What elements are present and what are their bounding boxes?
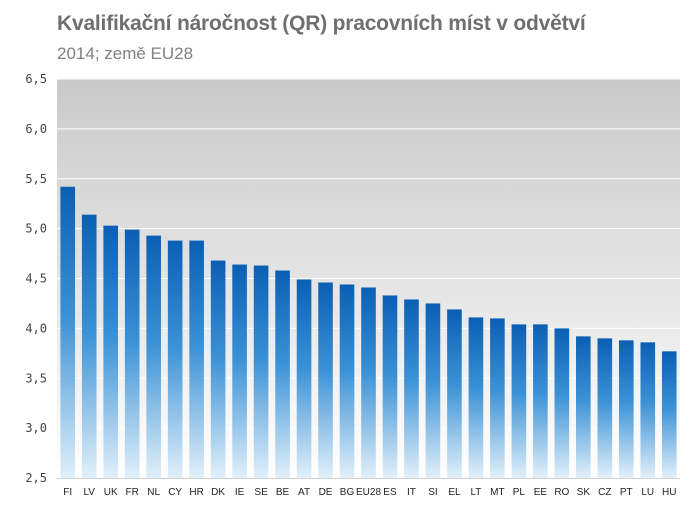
bar-ee xyxy=(533,324,548,478)
x-tick-label: AT xyxy=(298,487,310,498)
bar-hu xyxy=(661,351,677,478)
x-tick-label: HU xyxy=(662,487,676,498)
x-tick-label: CZ xyxy=(598,487,611,498)
y-tick-label: 6,5 xyxy=(25,72,47,86)
x-tick-label: BE xyxy=(276,487,290,498)
x-tick-label: IT xyxy=(407,487,416,498)
y-tick-label: 6,0 xyxy=(25,122,47,136)
bar-fi xyxy=(60,186,76,479)
x-tick-label: RO xyxy=(554,487,569,498)
y-tick-label: 5,0 xyxy=(25,222,47,236)
bar-se xyxy=(253,265,269,478)
bar-lv xyxy=(81,214,97,478)
y-tick-label: 3,5 xyxy=(25,371,47,385)
x-tick-label: UK xyxy=(104,487,118,498)
x-tick-label: ES xyxy=(383,487,397,498)
bar-dk xyxy=(210,260,226,478)
bar-pl xyxy=(511,324,527,478)
x-tick-label: MT xyxy=(490,487,504,498)
y-tick-label: 5,5 xyxy=(25,172,47,186)
bar-ro xyxy=(554,328,570,479)
bar-lu xyxy=(640,342,656,478)
bar-hr xyxy=(189,240,204,478)
bar-lt xyxy=(468,317,484,478)
x-tick-label: SI xyxy=(428,487,437,498)
x-tick-label: FI xyxy=(63,487,72,498)
x-tick-label: FR xyxy=(126,487,139,498)
bar-sk xyxy=(576,336,591,478)
bar-el xyxy=(447,309,462,478)
y-tick-label: 3,0 xyxy=(25,421,47,435)
x-tick-label: NL xyxy=(147,487,160,498)
x-tick-label: BG xyxy=(340,487,355,498)
x-tick-label: PT xyxy=(620,487,633,498)
bar-ie xyxy=(232,264,247,478)
x-tick-label: LT xyxy=(470,487,481,498)
x-tick-label: SK xyxy=(577,487,591,498)
x-tick-label: EL xyxy=(448,487,461,498)
x-tick-label: PL xyxy=(513,487,526,498)
bar-si xyxy=(425,303,441,478)
x-tick-label: EE xyxy=(534,487,548,498)
x-tick-label: LU xyxy=(641,487,654,498)
bar-pt xyxy=(618,340,634,478)
x-tick-label: DE xyxy=(319,487,333,498)
bar-nl xyxy=(146,235,161,478)
bar-mt xyxy=(490,318,505,478)
bar-bg xyxy=(339,284,355,478)
bar-be xyxy=(275,270,290,478)
chart-subtitle: 2014; země EU28 xyxy=(57,44,194,63)
y-tick-label: 4,0 xyxy=(25,321,47,335)
x-tick-label: HR xyxy=(189,487,203,498)
bar-uk xyxy=(103,225,119,478)
bar-es xyxy=(382,295,398,478)
x-tick-label: DK xyxy=(211,487,225,498)
x-tick-label: CY xyxy=(168,487,182,498)
x-tick-label: EU28 xyxy=(356,487,381,498)
bar-cz xyxy=(597,338,613,478)
bar-eu28 xyxy=(361,287,376,478)
bar-de xyxy=(318,282,333,478)
bar-it xyxy=(404,299,419,478)
bar-at xyxy=(296,279,312,478)
y-tick-label: 4,5 xyxy=(25,272,47,286)
x-tick-label: SE xyxy=(254,487,268,498)
chart-title: Kvalifikační náročnost (QR) pracovních m… xyxy=(57,12,586,35)
y-tick-label: 2,5 xyxy=(25,471,47,485)
x-tick-label: LV xyxy=(83,487,95,498)
bar-cy xyxy=(167,240,183,478)
x-tick-label: IE xyxy=(235,487,245,498)
bar-fr xyxy=(124,229,140,478)
